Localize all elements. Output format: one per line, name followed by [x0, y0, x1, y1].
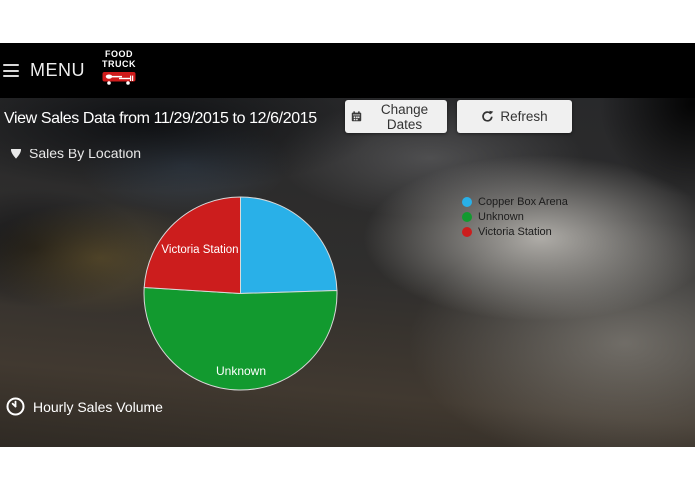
legend-item: Unknown	[462, 210, 568, 223]
chart-legend: Copper Box Arena Unknown Victoria Statio…	[462, 196, 568, 241]
section-header-hourly-sales-volume[interactable]: Hourly Sales Volume	[6, 397, 163, 416]
change-dates-label: Change Dates	[380, 101, 429, 132]
section-label-sales-by-location: Sales By Location	[29, 149, 142, 161]
legend-label-copper-box-arena: Copper Box Arena	[478, 195, 568, 208]
truck-icon	[102, 72, 136, 85]
pie-slice-unknown[interactable]	[143, 286, 338, 391]
change-dates-button[interactable]: Change Dates	[345, 100, 447, 133]
app-header: MENU FOOD TRUCK	[0, 43, 695, 98]
legend-item: Victoria Station	[462, 225, 568, 238]
legend-item: Copper Box Arena	[462, 195, 568, 208]
refresh-label: Refresh	[500, 109, 548, 124]
legend-swatch-victoria-station	[462, 226, 472, 237]
pie-slice-copper-box-arena[interactable]	[240, 196, 338, 295]
clock-icon	[6, 397, 25, 416]
section-header-sales-by-location[interactable]: Sales By Location	[11, 149, 141, 163]
logo-text-food: FOOD	[105, 49, 133, 59]
food-truck-logo: FOOD TRUCK	[99, 47, 139, 94]
app-screenshot: MENU FOOD TRUCK View Sales Data from 11/…	[0, 43, 695, 447]
toolbar: View Sales Data from 11/29/2015 to 12/6/…	[0, 98, 695, 140]
legend-label-unknown: Unknown	[478, 210, 524, 223]
hamburger-menu-icon	[3, 64, 19, 77]
section-label-hourly-sales-volume: Hourly Sales Volume	[33, 398, 163, 415]
pie-slice-victoria-station[interactable]	[143, 196, 241, 295]
location-pin-icon	[11, 149, 21, 159]
legend-swatch-unknown	[462, 211, 472, 222]
logo-text-truck: TRUCK	[102, 59, 136, 69]
refresh-icon	[482, 110, 494, 122]
calendar-icon	[351, 111, 362, 122]
menu-label: MENU	[30, 60, 85, 80]
legend-swatch-copper-box-arena	[462, 196, 472, 207]
refresh-button[interactable]: Refresh	[457, 100, 572, 133]
legend-label-victoria-station: Victoria Station	[478, 225, 552, 238]
pie-chart	[143, 196, 338, 391]
page-title: View Sales Data from 11/29/2015 to 12/6/…	[4, 110, 317, 127]
menu-button[interactable]: MENU	[0, 60, 85, 81]
